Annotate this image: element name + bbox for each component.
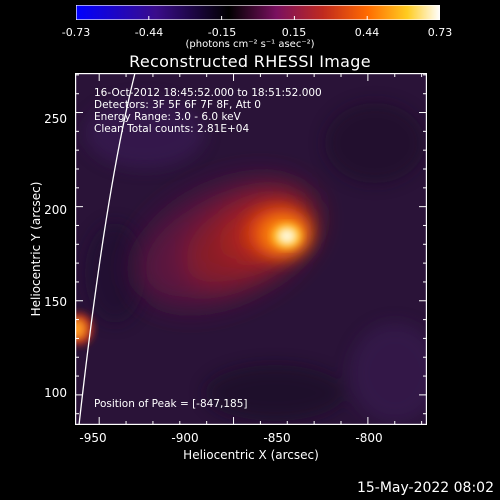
secondary-source: [75, 313, 93, 345]
y-axis-label: Heliocentric Y (arcsec): [29, 181, 43, 317]
annotation-detectors: Detectors: 3F 5F 6F 7F 8F, Att 0: [94, 99, 261, 111]
colorbar-tick-label: -0.44: [134, 26, 164, 39]
annotation-clean-counts: Clean Total counts: 2.81E+04: [94, 123, 250, 135]
x-tick-label: -850: [263, 431, 291, 445]
y-tick-label: 200: [44, 203, 67, 217]
axis-ticks: [75, 73, 427, 425]
colorbar-tick-label: 0.15: [281, 26, 307, 39]
colorbar-tick-label: -0.15: [207, 26, 237, 39]
peak-position-label: Position of Peak = [-847,185]: [94, 398, 248, 410]
x-tick-label: -950: [79, 431, 107, 445]
colorbar-tick-label: 0.44: [354, 26, 380, 39]
solar-limb-line: [78, 73, 136, 425]
annotation-energy-range: Energy Range: 3.0 - 6.0 keV: [94, 111, 241, 123]
colorbar-tick-label: 0.73: [427, 26, 453, 39]
render-timestamp: 15-May-2022 08:02: [356, 480, 494, 496]
plot-frame: [75, 73, 427, 425]
x-tick-label: -900: [171, 431, 199, 445]
colorbar-tick-label: -0.73: [61, 26, 91, 39]
y-tick-label: 150: [44, 295, 67, 309]
annotation-time-range: 16-Oct-2012 18:45:52.000 to 18:51:52.000: [94, 87, 322, 99]
colorbar: [76, 5, 440, 20]
colorbar-unit-label: (photons cm⁻² s⁻¹ asec⁻²): [185, 39, 315, 50]
x-axis-label: Heliocentric X (arcsec): [183, 448, 319, 462]
plot-title: Reconstructed RHESSI Image: [129, 52, 371, 71]
x-tick-label: -800: [355, 431, 383, 445]
y-tick-label: 100: [44, 386, 67, 400]
background-texture: [85, 98, 427, 423]
y-tick-label: 250: [44, 112, 67, 126]
rhessi-image-plot: [75, 73, 427, 425]
